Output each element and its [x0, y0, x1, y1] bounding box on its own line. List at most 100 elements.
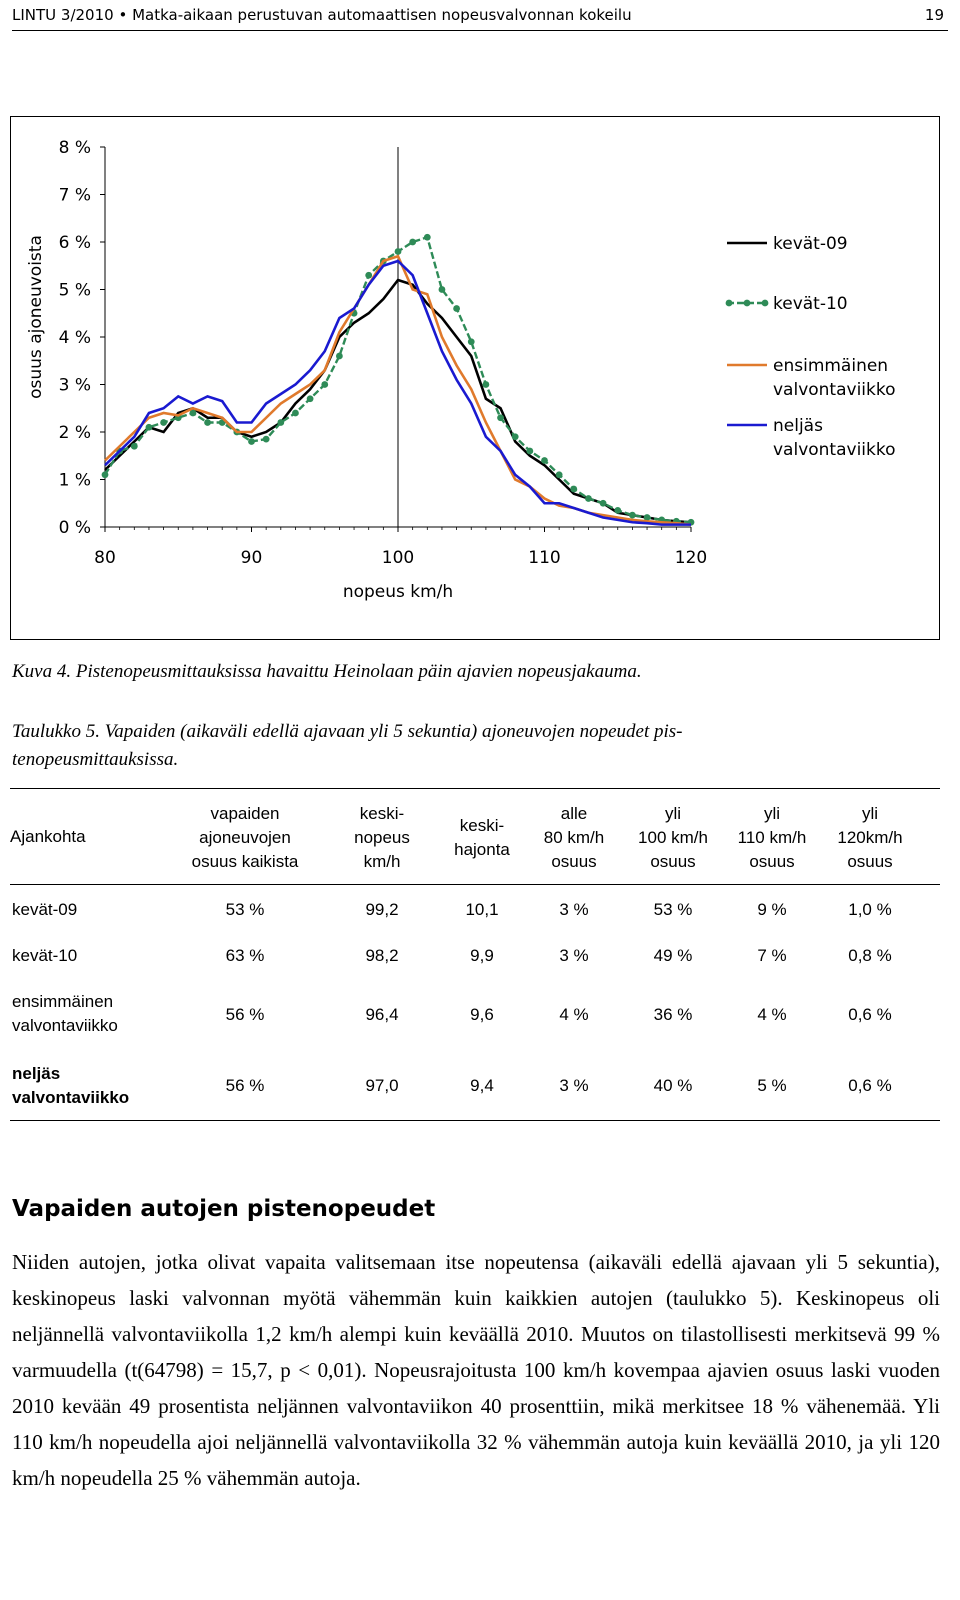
header-c2: keski- nopeus km/h [332, 802, 432, 874]
table-cell: 4 % [559, 1005, 589, 1024]
series-point-1 [321, 381, 329, 388]
series-point-1 [365, 271, 373, 279]
legend-label-2: ensimmäinen [773, 356, 888, 376]
header-c7: yli 120km/h osuus [820, 802, 920, 874]
series-point-1 [204, 419, 211, 426]
table-cell: 4 % [757, 1005, 787, 1024]
row-label: ensimmäinen valvontaviikko [12, 990, 118, 1038]
header-c5: yli 100 km/h osuus [623, 802, 723, 874]
header-c3: keski- hajonta [432, 814, 532, 862]
header-c7-line: 120km/h [837, 828, 903, 847]
header-c6-line: osuus [749, 852, 795, 871]
header-c6: yli 110 km/h osuus [722, 802, 822, 874]
table-cell: 3 % [559, 1076, 589, 1095]
table-cell: 0,8 % [848, 946, 892, 965]
table-cell: 99,2 [365, 900, 399, 919]
legend-label-3: valvontaviikko [773, 440, 896, 460]
header-c6-line: yli [763, 804, 781, 823]
y-tick-label: 5 % [59, 281, 91, 301]
page-header: LINTU 3/2010 • Matka-aikaan perustuvan a… [12, 4, 948, 31]
series-line-3 [104, 259, 691, 526]
series-point-1 [248, 438, 255, 445]
y-tick-label: 4 % [59, 328, 91, 348]
table-cell: 56 % [225, 1005, 265, 1024]
row-label-line: valvontaviikko [12, 1088, 130, 1107]
header-c4-line: osuus [551, 852, 597, 871]
header-c1-line: vapaiden [210, 804, 280, 823]
series-point-1 [511, 433, 519, 441]
section-heading: Vapaiden autojen pistenopeudet [12, 1196, 436, 1222]
legend-label-0: kevät-09 [773, 234, 848, 254]
table-top-rule [10, 788, 940, 789]
series-point-1 [423, 233, 431, 241]
table-cell: 9 % [757, 900, 787, 919]
table-cell: 1,0 % [848, 900, 892, 919]
legend-marker-1 [761, 299, 769, 307]
legend-label-2: valvontaviikko [773, 380, 896, 400]
y-tick-label: 0 % [59, 518, 91, 538]
table-cell: 53 % [653, 900, 693, 919]
table-cell: 96,4 [365, 1005, 399, 1024]
series-point-1 [643, 514, 651, 521]
header-c2-line: km/h [363, 852, 401, 871]
table-cell: 0,6 % [848, 1076, 892, 1095]
series-point-1 [599, 499, 607, 507]
x-axis-label: nopeus km/h [343, 582, 453, 602]
chart-frame: 0 % 1 % 2 % 3 % 4 % 5 % 6 % 7 % 8 % 80 90 100 110 120… [10, 116, 940, 640]
series-point-1 [526, 447, 534, 455]
header-c7-line: osuus [847, 852, 893, 871]
table-cell: 36 % [653, 1005, 693, 1024]
table-cell: 56 % [225, 1076, 265, 1095]
header-c1-line: osuus kaikista [191, 852, 299, 871]
legend-marker-1 [725, 299, 733, 307]
header-c4: alle 80 km/h osuus [524, 802, 624, 874]
header-c3-line: keski- [459, 816, 505, 835]
series-point-1 [292, 409, 299, 417]
series-point-1 [130, 442, 138, 450]
header-c4-line: alle [560, 804, 588, 823]
table-cell: 40 % [653, 1076, 693, 1095]
table-cell: 9,4 [470, 1076, 494, 1095]
header-c2-line: nopeus [354, 828, 410, 847]
series-point-1 [394, 248, 402, 255]
y-tick-label: 8 % [59, 138, 91, 158]
header-c3-line: hajonta [454, 840, 510, 859]
table-cell: 49 % [653, 946, 693, 965]
row-label-line: valvontaviikko [12, 1016, 118, 1035]
y-tick-label: 2 % [59, 423, 91, 443]
table-cell: 53 % [225, 900, 265, 919]
table-bottom-rule [10, 1120, 940, 1121]
table-cell: 3 % [559, 900, 589, 919]
series-point-1 [160, 419, 168, 426]
header-c5-line: 100 km/h [638, 828, 708, 847]
x-tick-label: 100 [382, 548, 414, 568]
legend-marker-1 [743, 299, 751, 307]
series-point-1 [453, 305, 460, 312]
series-point-1 [409, 238, 417, 246]
series-point-1 [629, 511, 636, 519]
table-cell: 7 % [757, 946, 787, 965]
y-tick-label: 6 % [59, 233, 91, 253]
series-point-1 [277, 419, 285, 426]
series-point-1 [262, 435, 270, 443]
series-point-1 [482, 381, 490, 388]
x-tick-label: 90 [241, 548, 263, 568]
table-cell: 9,9 [470, 946, 494, 965]
table-cell: 98,2 [365, 946, 399, 965]
speed-distribution-chart: 0 % 1 % 2 % 3 % 4 % 5 % 6 % 7 % 8 % 80 90 100 110 120… [26, 138, 896, 602]
table-title: Taulukko 5. Vapaiden (aikaväli edellä aj… [12, 718, 948, 774]
header-c1-line: ajoneuvojen [199, 828, 291, 847]
y-tick-label: 1 % [59, 471, 91, 491]
header-c4-line: 80 km/h [543, 828, 605, 847]
series-point-1 [145, 423, 153, 431]
figure-caption: Kuva 4. Pistenopeusmittauksissa havaittu… [12, 661, 642, 682]
series-point-1 [438, 286, 446, 293]
table-cell: 97,0 [365, 1076, 399, 1095]
table-title-line-1: Taulukko 5. Vapaiden (aikaväli edellä aj… [12, 721, 683, 742]
legend-label-1: kevät-10 [773, 294, 848, 314]
header-ajankohta: Ajankohta [10, 827, 86, 846]
table-cell: 0,6 % [848, 1005, 892, 1024]
table-title-line-2: tenopeusmittauksissa. [12, 749, 179, 770]
series-point-1 [306, 395, 314, 403]
row-label-line: ensimmäinen [12, 992, 114, 1011]
